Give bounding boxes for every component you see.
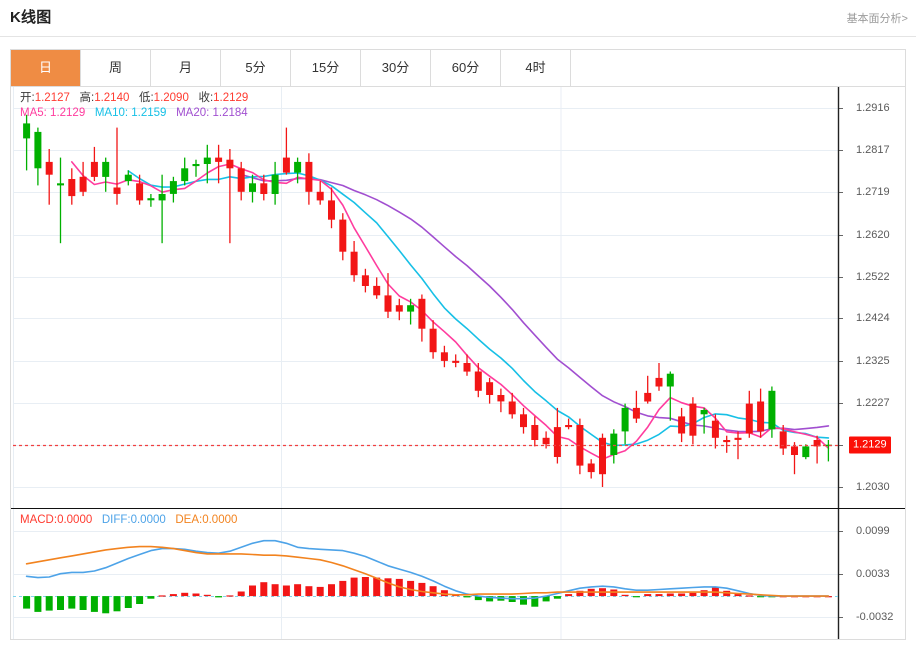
macd-legend-row: MACD:0.0000 DIFF:0.0000 DEA:0.0000 bbox=[20, 513, 237, 528]
ma20-value: 1.2184 bbox=[212, 107, 248, 119]
ma10-value: 1.2159 bbox=[131, 107, 167, 119]
tab-4hour[interactable]: 4时 bbox=[501, 50, 571, 86]
tab-month[interactable]: 月 bbox=[151, 50, 221, 86]
low-value: 1.2090 bbox=[153, 92, 189, 104]
page-header: K线图 基本面分析> bbox=[0, 0, 916, 37]
header-divider bbox=[0, 36, 916, 37]
price-axis-tick: 1.2817 bbox=[856, 144, 890, 157]
panel-separator bbox=[11, 508, 905, 509]
ma20-label: MA20: bbox=[176, 107, 210, 119]
macd-label: MACD: bbox=[20, 514, 58, 526]
tabbar-filler bbox=[571, 50, 905, 86]
price-axis-tick: 1.2916 bbox=[856, 101, 890, 114]
price-axis-tick: 1.2424 bbox=[856, 312, 890, 325]
price-axis-tick: 1.2325 bbox=[856, 354, 890, 367]
price-axis-tick: 1.2522 bbox=[856, 270, 890, 283]
close-value: 1.2129 bbox=[213, 92, 249, 104]
candlestick-svg[interactable] bbox=[11, 87, 905, 508]
page-title: K线图 bbox=[10, 9, 52, 26]
diff-value: 0.0000 bbox=[130, 514, 166, 526]
tab-60min[interactable]: 60分 bbox=[431, 50, 501, 86]
high-value: 1.2140 bbox=[94, 92, 130, 104]
period-tabbar: 日 周 月 5分 15分 30分 60分 4时 bbox=[10, 49, 906, 87]
diff-label: DIFF: bbox=[101, 514, 131, 526]
ma-row: MA5: 1.2129 MA10: 1.2159 MA20: 1.2184 bbox=[20, 106, 248, 121]
macd-panel[interactable]: MACD:0.0000 DIFF:0.0000 DEA:0.0000 0.009… bbox=[11, 509, 905, 639]
ohlc-row: 开:1.2127 高:1.2140 低:1.2090 收:1.2129 bbox=[20, 91, 248, 106]
macd-legend: MACD:0.0000 DIFF:0.0000 DEA:0.0000 bbox=[20, 513, 237, 528]
fundamental-analysis-link[interactable]: 基本面分析> bbox=[846, 13, 908, 25]
ma10-label: MA10: bbox=[94, 107, 129, 119]
price-panel[interactable]: 开:1.2127 高:1.2140 低:1.2090 收:1.2129 MA5:… bbox=[11, 87, 905, 508]
macd-axis-tick: 0.0099 bbox=[856, 524, 890, 537]
dea-label: DEA: bbox=[175, 514, 203, 526]
price-axis-tick: 1.2030 bbox=[856, 481, 890, 494]
low-label: 低: bbox=[138, 92, 154, 104]
tab-5min[interactable]: 5分 bbox=[221, 50, 291, 86]
ma5-value: 1.2129 bbox=[50, 107, 86, 119]
tab-30min[interactable]: 30分 bbox=[361, 50, 431, 86]
dea-value: 0.0000 bbox=[202, 514, 238, 526]
macd-axis-tick: 0.0033 bbox=[856, 568, 890, 581]
open-value: 1.2127 bbox=[34, 92, 70, 104]
price-axis-tick: 1.2719 bbox=[856, 186, 890, 199]
tab-week[interactable]: 周 bbox=[81, 50, 151, 86]
ohlc-legend: 开:1.2127 高:1.2140 低:1.2090 收:1.2129 MA5:… bbox=[20, 91, 248, 121]
high-label: 高: bbox=[79, 92, 95, 104]
price-axis-tick: 1.2227 bbox=[856, 396, 890, 409]
ma5-label: MA5: bbox=[20, 107, 47, 119]
tab-day[interactable]: 日 bbox=[11, 50, 81, 86]
price-axis-tick: 1.2620 bbox=[856, 228, 890, 241]
open-label: 开: bbox=[20, 92, 35, 104]
close-label: 收: bbox=[198, 92, 214, 104]
macd-svg[interactable] bbox=[11, 509, 905, 639]
tab-15min[interactable]: 15分 bbox=[291, 50, 361, 86]
macd-axis-tick: -0.0032 bbox=[856, 611, 894, 624]
chart-container[interactable]: 开:1.2127 高:1.2140 低:1.2090 收:1.2129 MA5:… bbox=[10, 87, 906, 640]
current-price-tag: 1.2129 bbox=[849, 436, 891, 454]
macd-value: 0.0000 bbox=[57, 514, 93, 526]
